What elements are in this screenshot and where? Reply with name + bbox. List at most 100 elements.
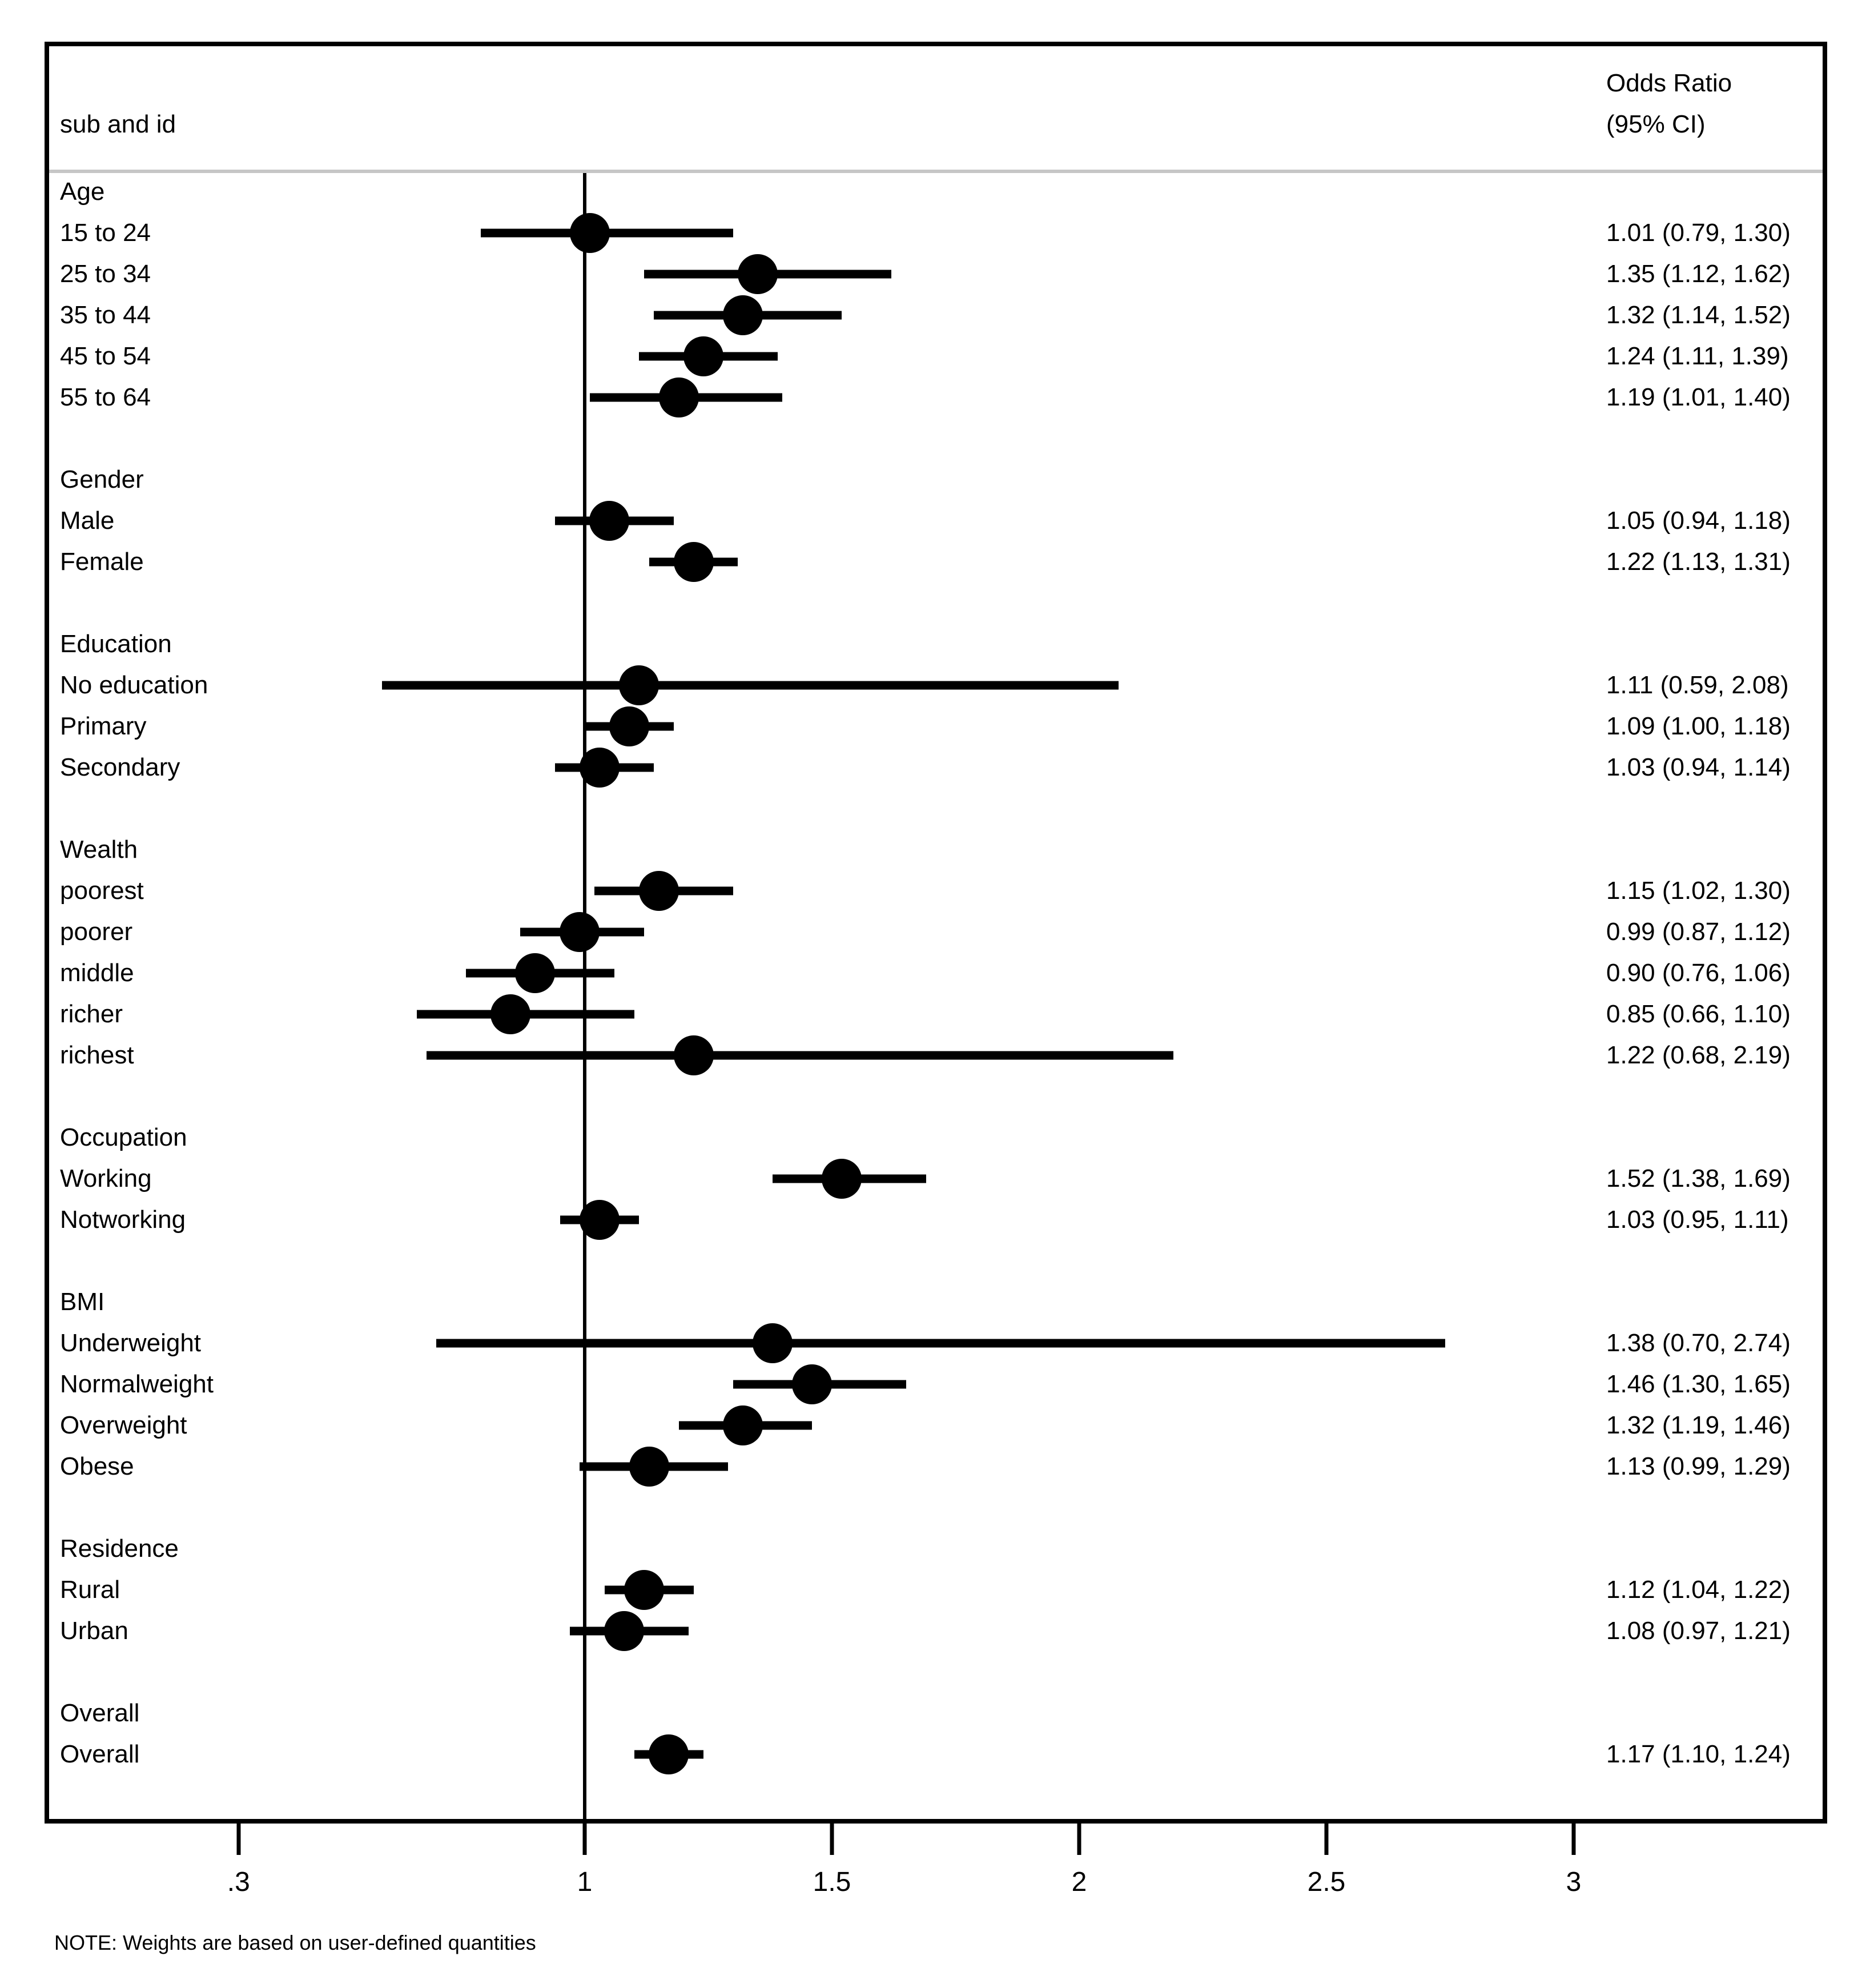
ci-line (381, 681, 1119, 690)
group-label: Occupation (60, 1123, 187, 1151)
note-text: NOTE: Weights are based on user-defined … (54, 1931, 536, 1954)
item-label: 35 to 44 (60, 301, 151, 329)
item-label: richer (60, 1000, 123, 1028)
point-marker (624, 1570, 664, 1610)
ci-line (426, 1051, 1173, 1060)
item-label: Overall (60, 1740, 140, 1768)
point-marker (683, 336, 723, 376)
or-ci-value: 1.09 (1.00, 1.18) (1606, 712, 1791, 740)
group-label: Overall (60, 1699, 140, 1727)
point-marker (619, 665, 659, 705)
point-marker (792, 1364, 833, 1404)
or-ci-value: 1.11 (0.59, 2.08) (1606, 671, 1789, 699)
x-axis-tick-label: 3 (1566, 1867, 1582, 1897)
x-axis-tick (1571, 1824, 1576, 1855)
or-ci-value: 1.32 (1.19, 1.46) (1606, 1411, 1791, 1439)
or-ci-value: 1.19 (1.01, 1.40) (1606, 383, 1791, 411)
point-marker (753, 1323, 793, 1363)
point-marker (649, 1734, 689, 1774)
item-label: Urban (60, 1617, 128, 1645)
or-ci-value: 1.17 (1.10, 1.24) (1606, 1740, 1791, 1768)
group-label: Wealth (60, 836, 138, 864)
or-ci-value: 0.99 (0.87, 1.12) (1606, 918, 1791, 946)
x-axis-tick (1324, 1824, 1329, 1855)
item-label: 15 to 24 (60, 219, 151, 247)
item-label: Working (60, 1164, 152, 1192)
item-label: richest (60, 1041, 134, 1069)
point-marker (609, 706, 649, 746)
item-label: poorest (60, 877, 144, 905)
or-ci-value: 1.24 (1.11, 1.39) (1606, 342, 1789, 370)
point-marker (579, 748, 620, 788)
point-marker (515, 953, 556, 993)
or-ci-value: 1.01 (0.79, 1.30) (1606, 219, 1791, 247)
or-ci-value: 1.08 (0.97, 1.21) (1606, 1617, 1791, 1645)
point-marker (822, 1159, 862, 1199)
plot-frame (45, 42, 1827, 1824)
or-ci-value: 0.90 (0.76, 1.06) (1606, 959, 1791, 987)
point-marker (579, 1200, 620, 1240)
item-label: Male (60, 507, 115, 535)
or-ci-value: 1.22 (1.13, 1.31) (1606, 548, 1791, 576)
or-ci-value: 1.13 (0.99, 1.29) (1606, 1452, 1791, 1480)
item-label: Secondary (60, 753, 180, 781)
point-marker (673, 1035, 714, 1075)
or-ci-value: 1.22 (0.68, 2.19) (1606, 1041, 1791, 1069)
item-label: poorer (60, 918, 133, 946)
odds-ratio-header-line1: Odds Ratio (1606, 69, 1732, 97)
point-marker (569, 213, 610, 253)
group-label: BMI (60, 1288, 105, 1316)
or-ci-value: 1.15 (1.02, 1.30) (1606, 877, 1791, 905)
item-label: Overweight (60, 1411, 187, 1439)
ci-line (436, 1339, 1445, 1348)
group-label: Gender (60, 465, 144, 493)
or-ci-value: 1.03 (0.95, 1.11) (1606, 1206, 1789, 1234)
item-label: 55 to 64 (60, 383, 151, 411)
or-ci-value: 1.32 (1.14, 1.52) (1606, 301, 1791, 329)
point-marker (723, 1405, 763, 1445)
x-axis-tick-label: 1 (577, 1867, 593, 1897)
point-marker (560, 912, 600, 952)
point-marker (604, 1611, 645, 1651)
group-label: Residence (60, 1535, 179, 1563)
point-marker (723, 295, 763, 335)
or-ci-value: 1.46 (1.30, 1.65) (1606, 1370, 1791, 1398)
reference-line (583, 173, 586, 1819)
point-marker (490, 994, 531, 1034)
x-axis-tick-label: .3 (227, 1867, 250, 1897)
point-marker (738, 254, 778, 294)
x-axis-tick (582, 1824, 587, 1855)
item-label: Notworking (60, 1206, 186, 1234)
column-header-sub-and-id: sub and id (60, 110, 176, 138)
item-label: 25 to 34 (60, 260, 151, 288)
column-header-odds-ratio: Odds Ratio (95% CI) (1606, 63, 1732, 145)
point-marker (629, 1447, 669, 1487)
group-label: Age (60, 178, 105, 206)
item-label: Underweight (60, 1329, 202, 1357)
or-ci-value: 1.52 (1.38, 1.69) (1606, 1164, 1791, 1192)
item-label: Obese (60, 1452, 134, 1480)
x-axis-tick (236, 1824, 241, 1855)
item-label: Primary (60, 712, 147, 740)
x-axis-tick (830, 1824, 834, 1855)
item-label: 45 to 54 (60, 342, 151, 370)
item-label: No education (60, 671, 208, 699)
item-label: middle (60, 959, 134, 987)
or-ci-value: 0.85 (0.66, 1.10) (1606, 1000, 1791, 1028)
point-marker (658, 377, 699, 417)
or-ci-value: 1.05 (0.94, 1.18) (1606, 507, 1791, 535)
or-ci-value: 1.03 (0.94, 1.14) (1606, 753, 1791, 781)
x-axis-tick-label: 2 (1071, 1867, 1087, 1897)
odds-ratio-header-line2: (95% CI) (1606, 110, 1706, 138)
header-separator-line (49, 170, 1823, 173)
point-marker (673, 542, 714, 582)
or-ci-value: 1.12 (1.04, 1.22) (1606, 1576, 1791, 1604)
or-ci-value: 1.35 (1.12, 1.62) (1606, 260, 1791, 288)
point-marker (638, 871, 679, 911)
item-label: Rural (60, 1576, 120, 1604)
item-label: Normalweight (60, 1370, 214, 1398)
x-axis-tick-label: 2.5 (1307, 1867, 1346, 1897)
x-axis-tick-label: 1.5 (813, 1867, 851, 1897)
point-marker (589, 501, 630, 541)
